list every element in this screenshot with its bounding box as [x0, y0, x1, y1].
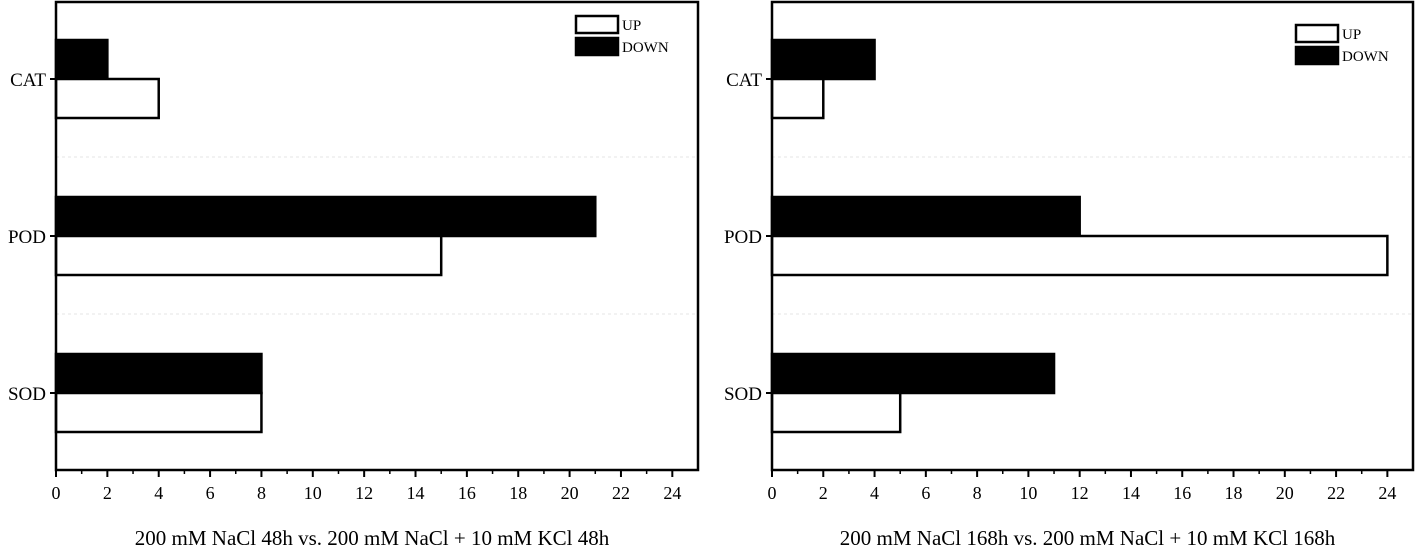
- bar-down-cat: [770, 38, 876, 81]
- x-tick-label: 0: [768, 483, 777, 503]
- x-tick-label: 6: [921, 483, 930, 503]
- x-tick-label: 22: [1327, 483, 1345, 503]
- x-tick-label: 12: [1071, 483, 1089, 503]
- legend-label-up: UP: [1342, 27, 1361, 43]
- x-tick-label: 4: [870, 483, 879, 503]
- x-axis-label: 200 mM NaCl 168h vs. 200 mM NaCl + 10 mM…: [840, 526, 1336, 550]
- x-tick-label: 18: [509, 483, 527, 503]
- category-label-sod: SOD: [8, 384, 46, 405]
- x-tick-label: 18: [1225, 483, 1243, 503]
- x-tick-label: 24: [1378, 483, 1396, 503]
- bar-up-cat: [54, 77, 160, 120]
- legend-swatch-up: [574, 14, 620, 35]
- category-label-cat: CAT: [726, 70, 762, 91]
- bar-up-sod: [770, 391, 902, 434]
- bar-up-pod: [770, 234, 1389, 277]
- legend-swatch-up: [1294, 23, 1340, 44]
- x-tick-label: 20: [1276, 483, 1294, 503]
- legend-label-down: DOWN: [1342, 49, 1389, 65]
- x-tick-label: 8: [257, 483, 266, 503]
- x-tick-label: 10: [1019, 483, 1037, 503]
- x-axis-label: 200 mM NaCl 48h vs. 200 mM NaCl + 10 mM …: [135, 526, 610, 550]
- bar-up-pod: [54, 234, 443, 277]
- plot-frame: [54, 0, 700, 472]
- category-label-pod: POD: [8, 227, 46, 248]
- x-tick-label: 2: [819, 483, 828, 503]
- legend: UP DOWN: [1294, 23, 1389, 66]
- x-tick-label: 12: [355, 483, 373, 503]
- x-tick-label: 10: [304, 483, 322, 503]
- bar-up-cat: [770, 77, 825, 120]
- legend-swatch-down: [574, 36, 620, 57]
- x-tick-label: 0: [52, 483, 61, 503]
- legend-label-up: UP: [622, 18, 641, 34]
- x-tick-label: 2: [103, 483, 112, 503]
- x-tick-label: 22: [612, 483, 630, 503]
- x-tick-label: 6: [206, 483, 215, 503]
- category-label-pod: POD: [724, 227, 762, 248]
- bar-down-cat: [54, 38, 109, 81]
- legend-label-down: DOWN: [622, 40, 669, 56]
- legend-swatch-down: [1294, 45, 1340, 66]
- x-tick-label: 8: [973, 483, 982, 503]
- bar-down-sod: [54, 352, 263, 395]
- bar-down-sod: [770, 352, 1056, 395]
- x-tick-label: 14: [1122, 483, 1140, 503]
- legend: UP DOWN: [574, 14, 669, 57]
- x-tick-label: 20: [561, 483, 579, 503]
- category-label-sod: SOD: [724, 384, 762, 405]
- bar-down-pod: [54, 195, 597, 238]
- x-tick-label: 4: [154, 483, 163, 503]
- plot-frame: [770, 0, 1415, 472]
- x-tick-label: 24: [663, 483, 681, 503]
- x-tick-label: 16: [458, 483, 476, 503]
- bar-down-pod: [770, 195, 1081, 238]
- x-tick-label: 16: [1173, 483, 1191, 503]
- x-tick-label: 14: [407, 483, 425, 503]
- bar-up-sod: [54, 391, 263, 434]
- category-label-cat: CAT: [10, 70, 46, 91]
